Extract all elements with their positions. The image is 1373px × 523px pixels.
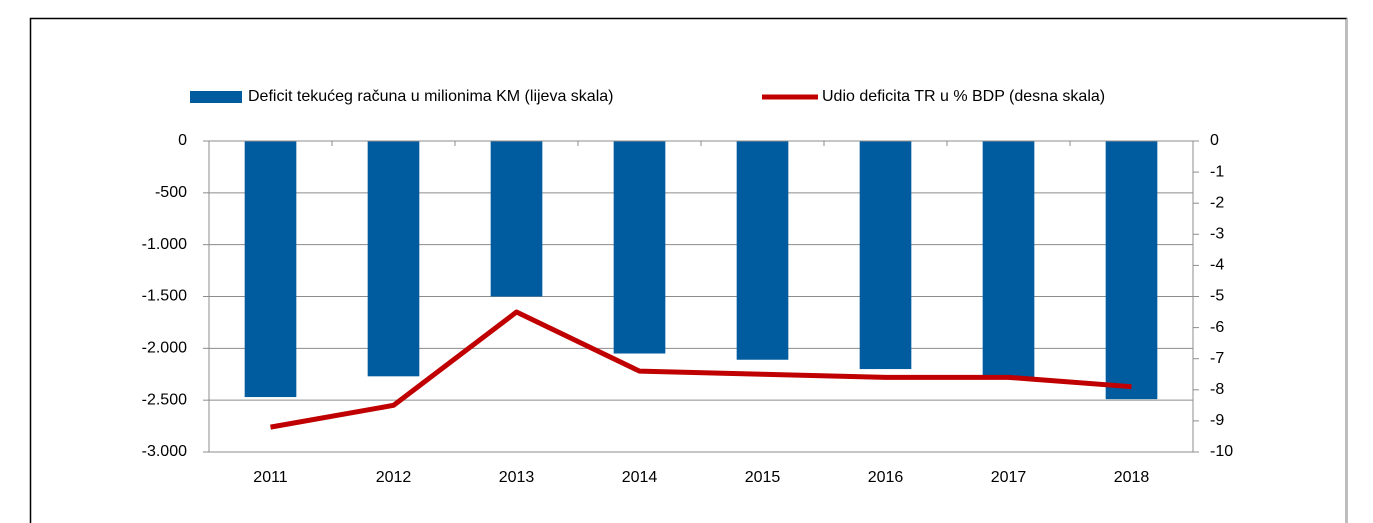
y2-tick-label: 0 xyxy=(1210,132,1219,149)
legend-label: Udio deficita TR u % BDP (desna skala) xyxy=(822,88,1105,105)
y2-tick-label: -9 xyxy=(1210,412,1224,429)
bar xyxy=(613,141,666,354)
legend-swatch xyxy=(190,91,242,103)
x-tick-label: 2016 xyxy=(868,469,904,486)
y2-tick-label: -1 xyxy=(1210,163,1224,180)
bar xyxy=(736,141,789,360)
x-tick-label: 2017 xyxy=(991,469,1027,486)
bar xyxy=(367,141,420,377)
x-tick-label: 2011 xyxy=(253,469,288,486)
y2-tick-label: -4 xyxy=(1210,257,1224,274)
y2-tick-label: -10 xyxy=(1210,443,1233,460)
y2-tick-label: -7 xyxy=(1210,350,1224,367)
y-tick-label: -1.000 xyxy=(142,236,187,253)
x-tick-label: 2014 xyxy=(622,469,658,486)
y-tick-label: -3.000 xyxy=(142,443,187,460)
line xyxy=(270,309,1132,430)
y2-tick-label: -6 xyxy=(1210,319,1224,336)
y-tick-label: -1.500 xyxy=(142,288,187,305)
y2-tick-label: -5 xyxy=(1210,288,1224,305)
bar xyxy=(982,141,1035,379)
bar xyxy=(859,141,912,370)
x-tick-label: 2015 xyxy=(745,469,781,486)
y2-tick-label: -8 xyxy=(1210,381,1224,398)
y-tick-label: 0 xyxy=(178,132,187,149)
bar xyxy=(1105,141,1158,400)
x-tick-label: 2013 xyxy=(499,469,535,486)
legend-label: Deficit tekućeg računa u milionima KM (l… xyxy=(248,88,613,105)
x-tick-label: 2018 xyxy=(1114,469,1150,486)
y-tick-label: -2.000 xyxy=(142,340,187,357)
x-tick-label: 2012 xyxy=(376,469,412,486)
y-tick-label: -2.500 xyxy=(142,391,187,408)
bar xyxy=(490,141,543,297)
y-tick-label: -500 xyxy=(155,184,187,201)
y2-tick-label: -2 xyxy=(1210,194,1224,211)
bar xyxy=(244,141,297,398)
y2-tick-label: -3 xyxy=(1210,226,1224,243)
